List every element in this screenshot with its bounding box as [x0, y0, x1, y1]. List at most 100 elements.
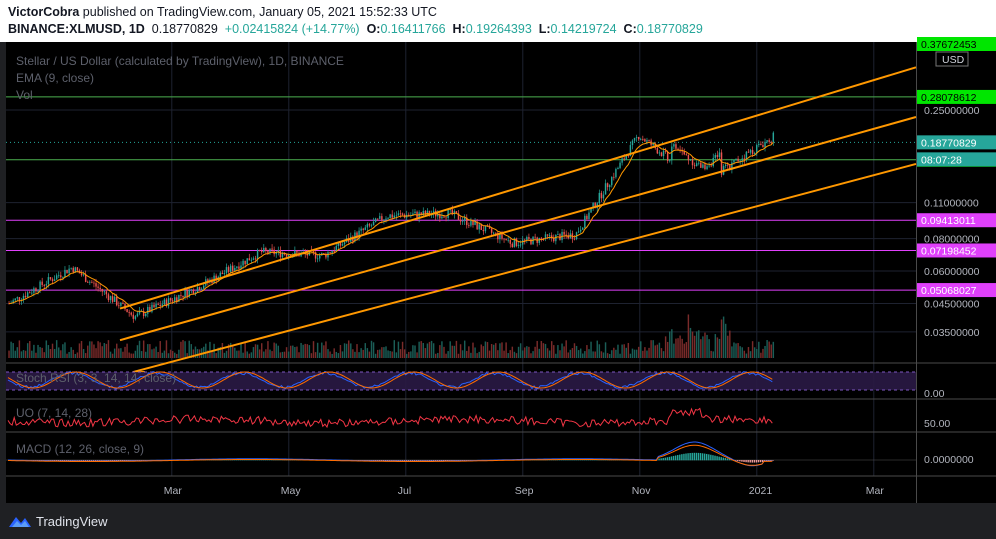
- footer-bar: [0, 503, 996, 539]
- candle-body: [242, 260, 244, 266]
- volume-bar: [188, 340, 190, 358]
- volume-bar: [675, 338, 677, 358]
- macd-hist-bar: [722, 457, 725, 461]
- volume-bar: [252, 347, 255, 358]
- macd-hist-bar: [107, 460, 109, 461]
- volume-bar: [176, 353, 178, 358]
- candle-body: [142, 310, 145, 317]
- candle-body: [203, 285, 205, 289]
- volume-bar: [101, 346, 103, 358]
- macd-hist-bar: [685, 453, 687, 461]
- candle-body: [72, 267, 74, 273]
- volume-bar: [337, 353, 340, 358]
- volume-bar: [758, 341, 760, 358]
- candle-body: [468, 225, 470, 226]
- candle-body: [731, 162, 733, 170]
- macd-hist-bar: [395, 460, 397, 461]
- candle-body: [316, 258, 319, 260]
- volume-bar: [397, 341, 400, 358]
- volume-bar: [637, 346, 640, 358]
- volume-bar: [271, 351, 273, 358]
- candle-body: [714, 154, 717, 158]
- candle-body: [244, 260, 246, 265]
- candle-body: [488, 226, 491, 229]
- candle-body: [443, 216, 445, 218]
- candle-body: [130, 312, 132, 315]
- volume-bar: [577, 350, 580, 358]
- macd-hist-bar: [664, 457, 667, 461]
- candle-body: [501, 233, 503, 239]
- volume-bar: [165, 340, 168, 358]
- candle-body: [600, 192, 603, 199]
- volume-bar: [122, 351, 124, 358]
- volume-bar: [553, 345, 555, 358]
- volume-bar: [66, 353, 68, 358]
- volume-bar: [331, 353, 333, 358]
- price-axis[interactable]: [916, 42, 996, 503]
- volume-bar: [430, 340, 433, 358]
- macd-hist-bar: [380, 460, 383, 461]
- candle-body: [625, 155, 627, 160]
- macd-hist-bar: [51, 460, 53, 461]
- macd-hist-bar: [662, 457, 664, 461]
- candle-body: [399, 213, 402, 215]
- volume-bar: [364, 343, 367, 358]
- macd-hist-bar: [393, 460, 395, 461]
- volume-bar: [169, 349, 172, 358]
- candle-body: [729, 165, 731, 170]
- volume-bar: [540, 341, 543, 358]
- stoch-legend: Stoch RSI (3, 3, 14, 14, close): [16, 371, 177, 385]
- macd-hist-bar: [451, 460, 453, 461]
- last-price: 0.18770829: [151, 22, 218, 36]
- candle-body: [159, 304, 161, 306]
- candle-body: [126, 309, 128, 313]
- macd-hist-bar: [82, 460, 85, 461]
- volume-bar: [223, 352, 226, 358]
- candle-body: [339, 241, 342, 246]
- chart-svg[interactable]: 0.25000000 0.11000000 0.08000000 0.06000000…: [0, 0, 996, 503]
- price-tick-label: 0.03500000: [924, 327, 980, 339]
- author-name[interactable]: VictorCobra: [8, 5, 80, 19]
- volume-bar: [234, 347, 236, 358]
- volume-bar: [695, 331, 698, 358]
- level-price-label-box: [917, 283, 996, 298]
- volume-bar: [374, 353, 377, 358]
- macd-hist-bar: [701, 453, 704, 461]
- candle-body: [517, 244, 520, 246]
- candle-body: [455, 211, 458, 214]
- candle-body: [741, 158, 743, 161]
- candle-body: [401, 213, 404, 215]
- macd-hist-bar: [376, 460, 379, 461]
- candle-body: [136, 313, 139, 317]
- volume-bar: [669, 331, 671, 358]
- candle-body: [31, 292, 33, 294]
- macd-hist-bar: [693, 452, 696, 461]
- tradingview-logo[interactable]: TradingView: [8, 512, 108, 530]
- volume-bar: [542, 343, 545, 358]
- volume-bar: [528, 346, 530, 358]
- candle-body: [582, 227, 584, 230]
- candle-body: [312, 250, 315, 253]
- volume-bar: [29, 341, 31, 358]
- candle-body: [482, 229, 485, 232]
- volume-bar: [136, 345, 139, 358]
- candle-body: [91, 281, 93, 283]
- candle-body: [76, 267, 79, 271]
- volume-bar: [687, 314, 690, 358]
- macd-legend: MACD (12, 26, close, 9): [16, 442, 145, 456]
- candle-body: [95, 283, 97, 287]
- candle-body: [269, 248, 271, 254]
- macd-hist-bar: [426, 460, 428, 461]
- volume-bar: [238, 350, 240, 358]
- candle-body: [37, 290, 39, 292]
- volume-bar: [621, 344, 623, 358]
- candle-body: [107, 294, 110, 301]
- volume-bar: [246, 351, 248, 358]
- volume-bar: [548, 350, 551, 358]
- high-value: 0.19264393: [465, 22, 532, 36]
- chart-pane[interactable]: [6, 42, 916, 503]
- candle-body: [128, 312, 130, 313]
- volume-bar: [84, 353, 87, 358]
- candle-body: [648, 140, 650, 141]
- volume-bar: [441, 341, 443, 358]
